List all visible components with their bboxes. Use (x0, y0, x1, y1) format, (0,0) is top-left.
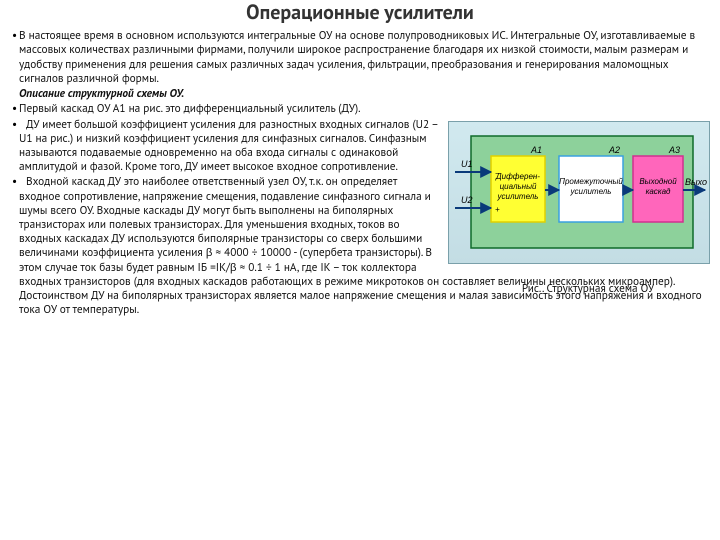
para-2: Первый каскад ОУ А1 на рис. это дифферен… (12, 102, 712, 116)
para-3-text: ДУ имеет большой коэффициент усиления дл… (19, 117, 438, 175)
para-4: Входной каскад ДУ это наиболее ответстве… (12, 175, 712, 317)
diagram-caption: Рис.. Структурная схема ОУ (458, 282, 718, 296)
para-3: ДУ имеет большой коэффициент усиления дл… (12, 118, 712, 175)
para-1-text: В настоящее время в основном используютс… (19, 28, 695, 86)
para-1: В настоящее время в основном используютс… (12, 29, 712, 86)
page-title: Операционные усилители (8, 0, 712, 25)
subhead: Описание структурной схемы ОУ. (19, 87, 712, 101)
para-2-text: Первый каскад ОУ А1 на рис. это дифферен… (19, 101, 361, 116)
